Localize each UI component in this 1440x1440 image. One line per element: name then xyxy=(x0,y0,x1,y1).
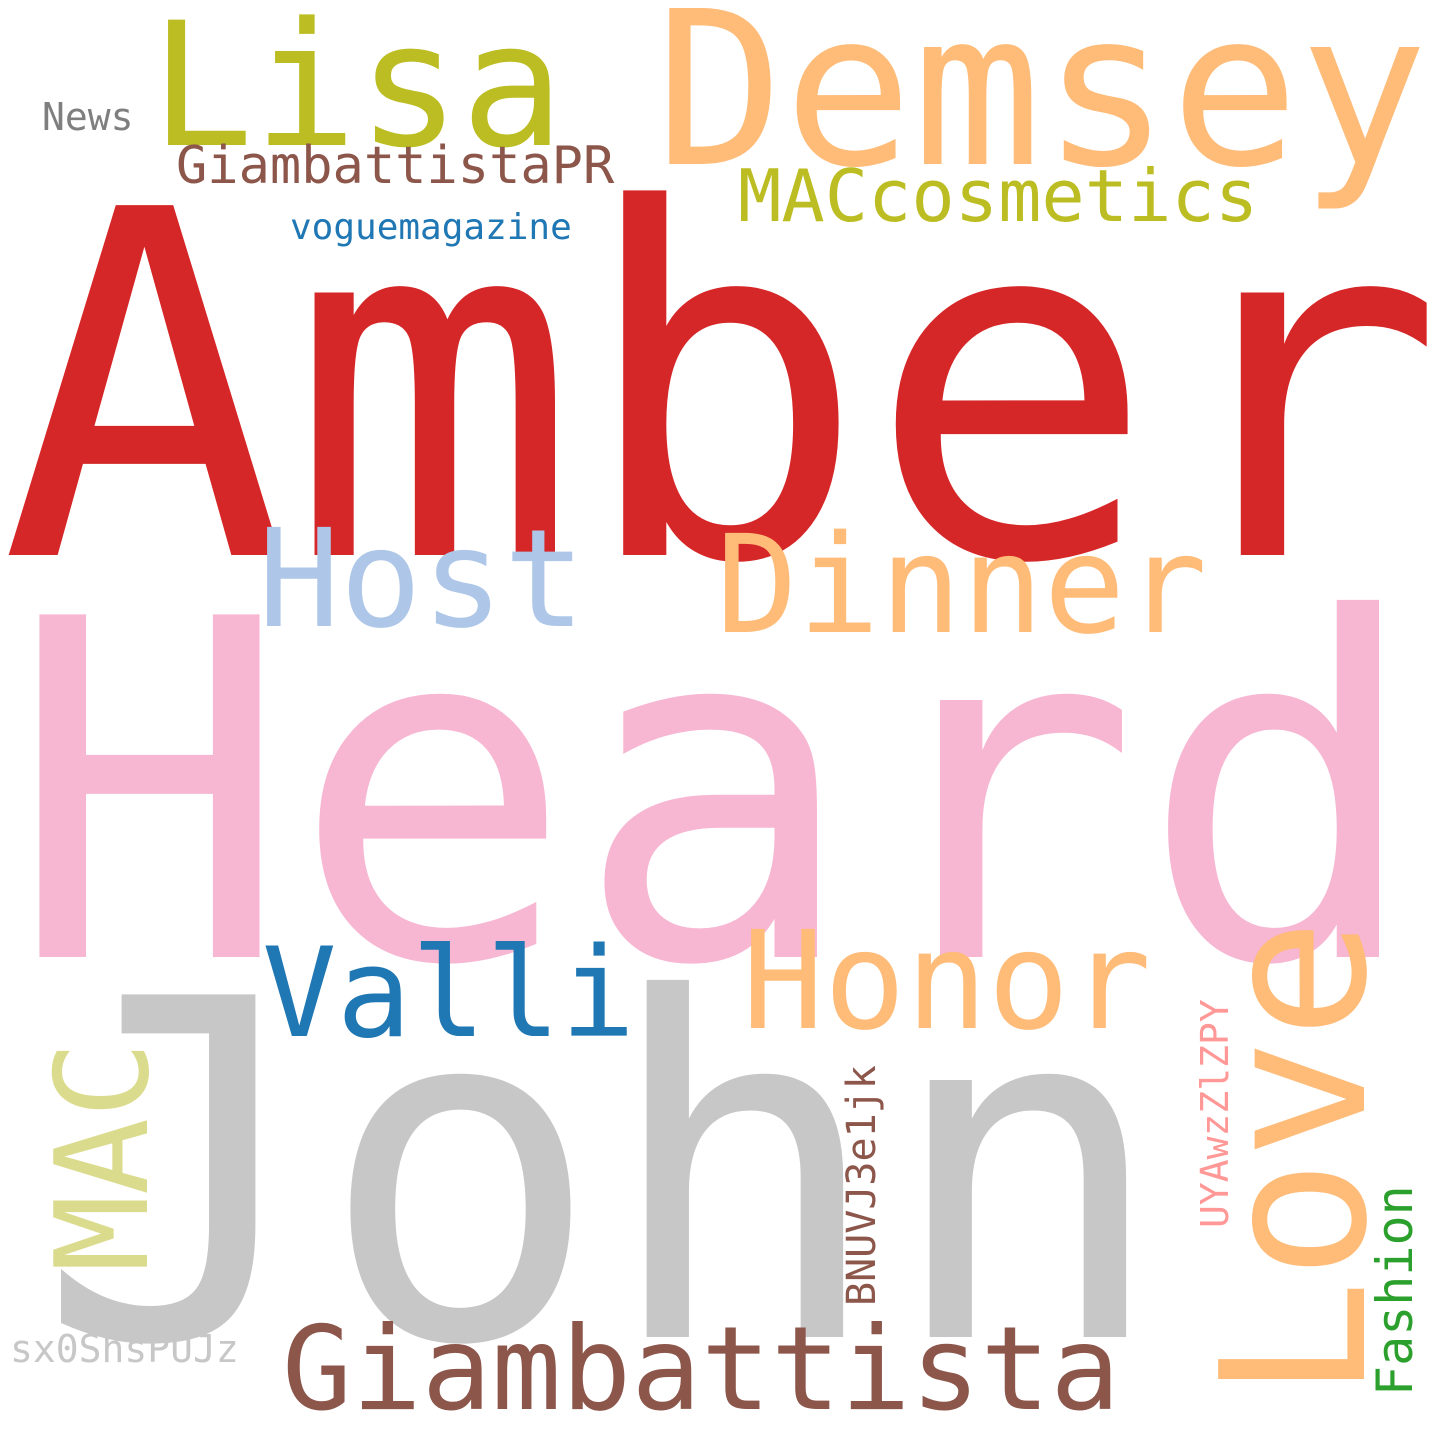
word-giambattista: Giambattista xyxy=(282,1302,1121,1437)
word-amber: Amber xyxy=(0,110,1440,669)
word-demsey: Demsey xyxy=(655,0,1429,215)
word-uyawzzlzpy: UYAwzZlZPY xyxy=(1193,999,1237,1228)
word-maccosmetics: MACcosmetics xyxy=(738,154,1259,238)
word-fashion: Fashion xyxy=(1366,1185,1424,1396)
word-bnuvj3e1jk: BNUVJ3e1jk xyxy=(839,1065,885,1306)
word-john: John xyxy=(36,901,1168,1440)
word-host: Host xyxy=(258,501,586,659)
word-news: News xyxy=(42,95,134,139)
word-mac: MAC xyxy=(29,1040,178,1272)
word-sx0shspujz: sx0ShsPUJz xyxy=(10,1327,239,1371)
word-heard: Heard xyxy=(8,521,1423,1068)
word-lisa: Lisa xyxy=(150,0,565,186)
word-dinner: Dinner xyxy=(716,507,1208,665)
word-honor: Honor xyxy=(742,903,1152,1061)
word-valli: Valli xyxy=(262,922,636,1066)
word-voguemagazine: voguemagazine xyxy=(290,207,572,248)
word-giambattistapr: GiambattistaPR xyxy=(176,136,615,196)
